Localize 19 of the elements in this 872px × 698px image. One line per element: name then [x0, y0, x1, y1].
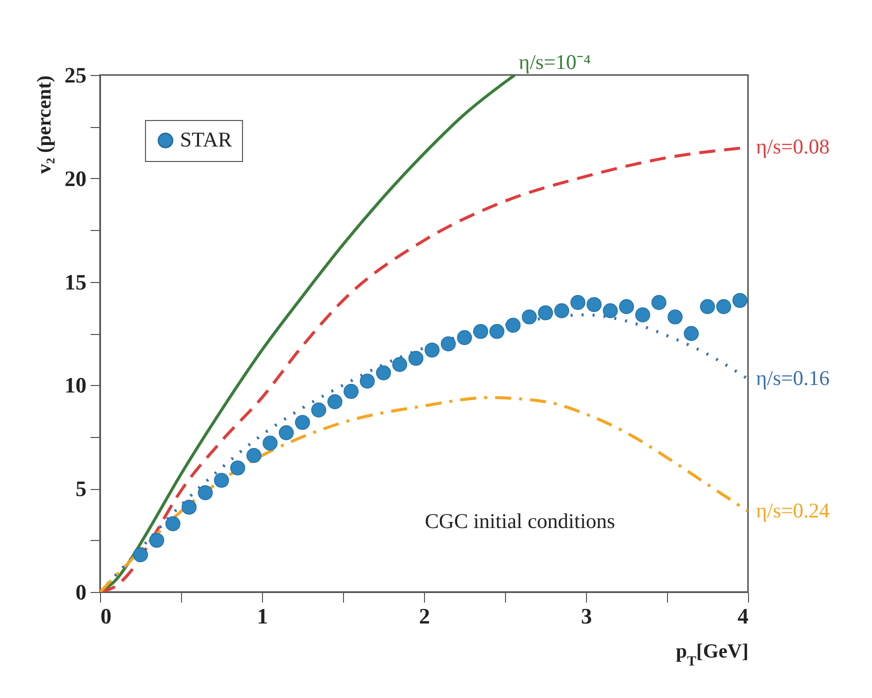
series-label: η/s=0.08	[756, 134, 830, 158]
legend-label: STAR	[180, 128, 232, 152]
annotation: CGC initial conditions	[424, 509, 616, 533]
x-tick-label: 1	[257, 604, 268, 628]
series-label: η/s=10⁻⁴	[518, 50, 591, 74]
x-tick-label: 2	[419, 604, 430, 628]
y-axis-title: v₂ (percent)	[34, 76, 56, 174]
x-tick-label: 3	[581, 604, 592, 628]
series-label: η/s=0.24	[756, 498, 830, 522]
x-axis-title: p$_{T}$[GeV]	[676, 640, 748, 669]
y-tick-label: 25	[64, 62, 86, 88]
y-tick-label: 10	[64, 372, 86, 398]
x-tick-label: 4	[738, 604, 748, 628]
y-tick-label: 5	[76, 476, 86, 502]
y-tick-label: 15	[64, 269, 86, 294]
y-tick-label: 20	[64, 166, 86, 191]
series-label: η/s=0.16	[756, 366, 830, 390]
y-tick-label: 0	[76, 580, 86, 604]
x-tick-label: 0	[100, 604, 112, 628]
